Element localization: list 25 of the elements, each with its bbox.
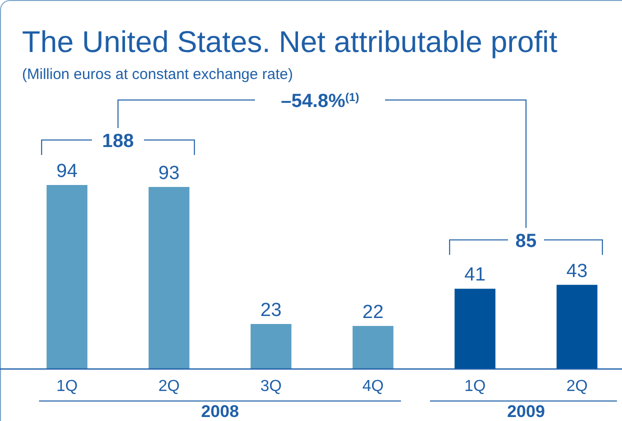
x-tick-label: 4Q xyxy=(362,378,384,395)
text: 2008 xyxy=(201,402,239,421)
text: 2009 xyxy=(507,402,545,421)
bar xyxy=(250,324,292,369)
x-tick-label: 3Q xyxy=(260,378,282,395)
data-label: 93 xyxy=(158,162,180,184)
text: –54.8%$^{(1)}$ xyxy=(280,91,360,112)
bar xyxy=(46,185,88,369)
annotation: 85 xyxy=(515,230,537,252)
x-tick-label: 2Q xyxy=(566,378,588,395)
data-label: 22 xyxy=(362,302,384,323)
bar xyxy=(556,284,598,369)
data-label: 23 xyxy=(260,300,282,321)
data-label: 41 xyxy=(464,264,486,286)
bar xyxy=(352,326,394,369)
chart-title: The United States. Net attributable profit xyxy=(22,26,558,59)
data-label: 94 xyxy=(56,161,78,182)
data-label: 43 xyxy=(566,260,588,282)
x-tick-label: 1Q xyxy=(56,378,78,395)
chart-subtitle: (Million euros at constant exchange rate) xyxy=(22,66,293,83)
x-tick-label: 2Q xyxy=(158,378,180,395)
bar xyxy=(148,186,190,369)
text: 188 xyxy=(102,131,134,152)
x-tick-label: 1Q xyxy=(464,378,486,395)
bar xyxy=(454,288,496,369)
